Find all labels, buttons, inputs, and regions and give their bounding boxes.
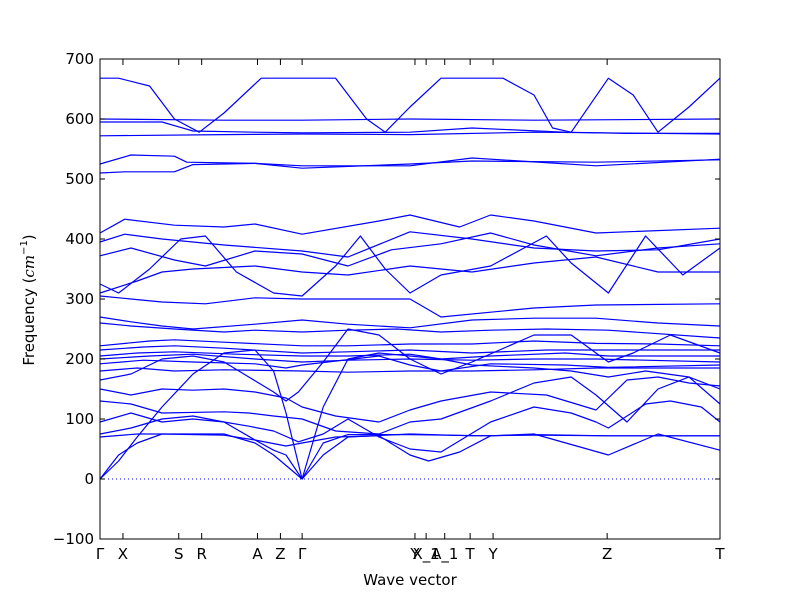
series-layer (99, 77, 721, 480)
x-tick-label: Z (275, 545, 285, 563)
band-6 (99, 159, 721, 174)
x-axis: Γ X S R A Z Γ YX_1A_1 T Y Z T (96, 59, 725, 564)
band-27 (99, 349, 721, 480)
x-tick-label: Y (487, 545, 498, 563)
x-tick-label: Z (602, 545, 612, 563)
x-tick-label: Γ (96, 545, 105, 563)
y-tick-label: 700 (65, 50, 94, 68)
y-tick-label: 500 (65, 170, 94, 188)
y-tick-label: −100 (53, 530, 94, 548)
y-tick-label: 300 (65, 290, 94, 308)
band-3 (100, 121, 720, 134)
x-tick-label: T (714, 545, 725, 563)
band-13 (99, 316, 721, 330)
band-2 (99, 118, 721, 121)
band-17 (99, 351, 720, 360)
x-tick-label: X (118, 545, 128, 563)
band-7 (99, 214, 721, 235)
band-24 (99, 400, 721, 453)
band-28 (99, 433, 720, 480)
y-axis: −100 0 100 200 300 400 500 600 700 (53, 50, 720, 548)
band-9 (99, 232, 721, 267)
x-tick-label: Y (409, 545, 420, 563)
band-20 (99, 367, 720, 373)
x-tick-label: A_1 (431, 545, 458, 564)
x-tick-label: A (252, 545, 263, 563)
x-tick-label: T (465, 545, 476, 563)
band-19 (99, 355, 721, 372)
band-15 (99, 339, 721, 347)
y-tick-label: 200 (65, 350, 94, 368)
y-axis-title: Frequency (cm−1) (19, 234, 38, 365)
y-tick-label: 0 (84, 470, 94, 488)
band-25 (99, 415, 721, 462)
band-21 (99, 328, 721, 402)
x-tick-label: X_1 (412, 545, 439, 564)
band-16 (99, 345, 720, 354)
x-tick-label: S (174, 545, 184, 563)
x-tick-label: R (196, 545, 206, 563)
band-12 (99, 295, 721, 318)
band-8 (99, 231, 721, 258)
band-1 (100, 77, 721, 133)
x-axis-title: Wave vector (363, 571, 457, 589)
band-14 (99, 322, 721, 339)
y-tick-label: 600 (65, 110, 94, 128)
y-tick-label: 400 (65, 230, 94, 248)
band-11 (99, 256, 720, 294)
y-tick-label: 100 (65, 410, 94, 428)
band-26 (99, 433, 720, 480)
band-23 (99, 376, 721, 435)
band-10 (99, 235, 721, 297)
x-tick-label: Γ (298, 545, 307, 563)
band-4 (99, 131, 721, 137)
band-22 (99, 376, 721, 423)
